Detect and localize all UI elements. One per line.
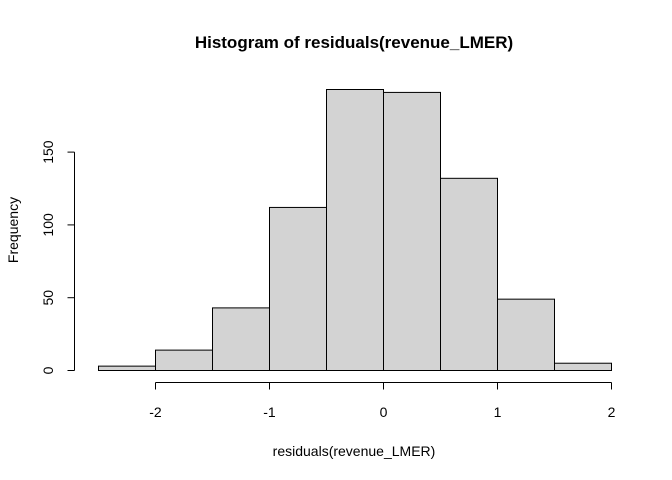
y-tick-label: 0 [40, 366, 56, 374]
y-tick-label: 50 [40, 290, 56, 306]
x-tick-label: 1 [494, 404, 502, 420]
y-tick-label: 100 [40, 213, 56, 237]
x-tick-label: -2 [149, 404, 162, 420]
chart-title: Histogram of residuals(revenue_LMER) [195, 33, 513, 52]
histogram-bar [554, 362, 612, 372]
histogram-bar [98, 365, 156, 371]
y-axis: 0 50 100 150 [40, 140, 75, 374]
histogram-bar [497, 298, 555, 371]
x-axis-label: residuals(revenue_LMER) [273, 443, 436, 459]
x-tick-label: 0 [380, 404, 388, 420]
bars-group [98, 89, 612, 372]
histogram-bar [383, 91, 441, 371]
histogram-bar [269, 206, 327, 371]
x-tick-label: -1 [263, 404, 276, 420]
x-tick-label: 2 [608, 404, 616, 420]
histogram-bar [155, 349, 213, 371]
histogram-bar [326, 89, 384, 371]
y-tick-label: 150 [40, 140, 56, 164]
x-axis: -2 -1 0 1 2 [149, 382, 616, 420]
histogram-bar [440, 177, 498, 371]
y-axis-label: Frequency [5, 197, 21, 263]
histogram-bar [212, 307, 270, 371]
